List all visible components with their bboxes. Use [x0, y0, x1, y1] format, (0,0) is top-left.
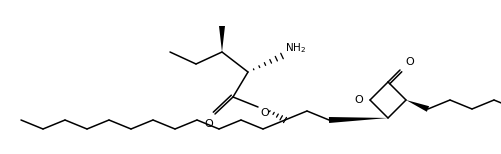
- Text: O: O: [204, 119, 213, 129]
- Text: O: O: [405, 57, 414, 67]
- Polygon shape: [329, 117, 388, 123]
- Text: O: O: [260, 108, 269, 118]
- Polygon shape: [219, 26, 225, 52]
- Polygon shape: [406, 100, 429, 112]
- Text: NH$_2$: NH$_2$: [285, 41, 306, 55]
- Text: O: O: [354, 95, 363, 105]
